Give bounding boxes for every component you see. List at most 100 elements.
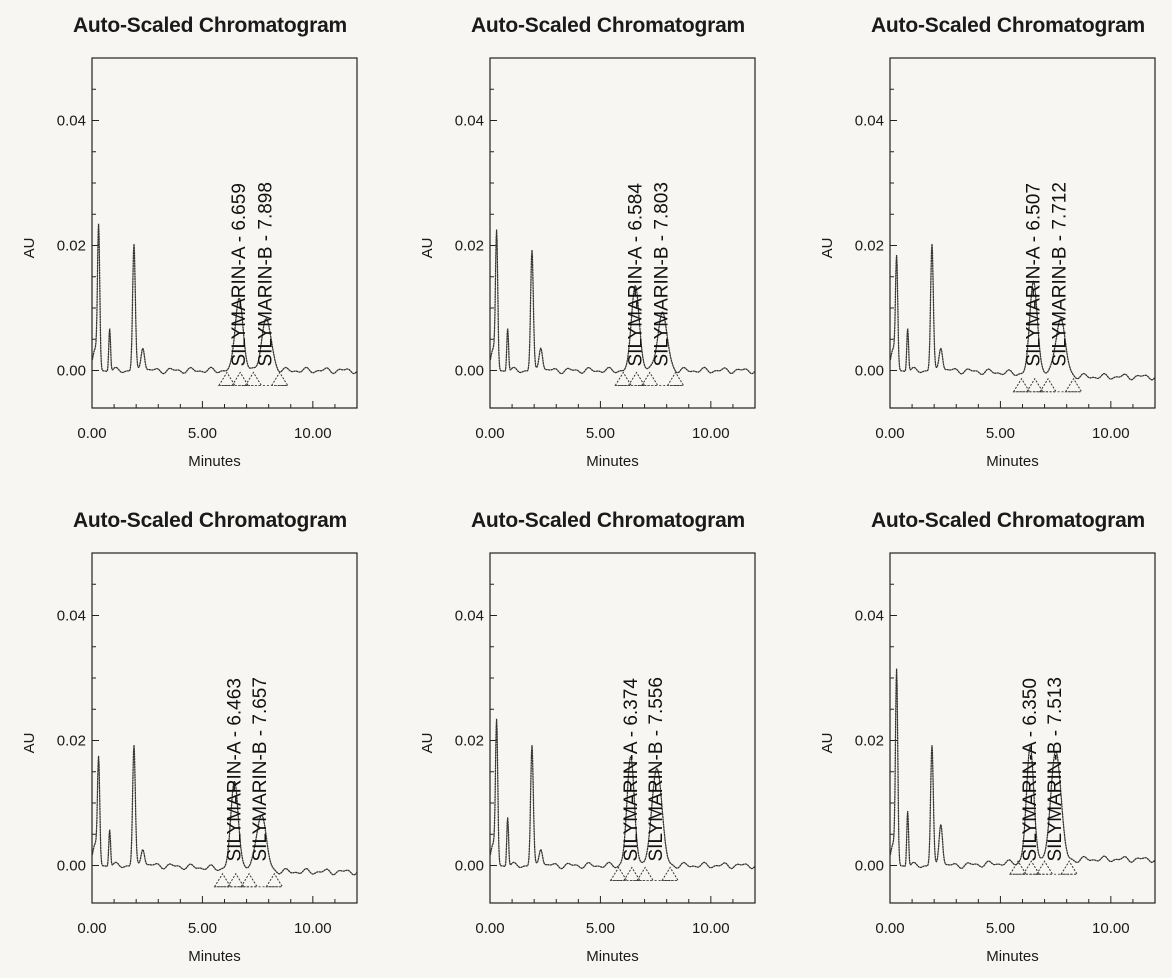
- x-tick-label: 5.00: [986, 920, 1015, 937]
- chromatogram-trace: [889, 243, 1156, 381]
- x-tick-label: 5.00: [188, 425, 217, 442]
- chromatogram-trace: [91, 745, 358, 876]
- chart-title: Auto-Scaled Chromatogram: [470, 14, 746, 37]
- y-tick-label: 0.02: [57, 733, 86, 750]
- peak-label: SILYMARIN-B - 7.803: [651, 182, 672, 366]
- y-tick-label: 0.02: [455, 733, 484, 750]
- x-tick-label: 10.00: [692, 425, 730, 442]
- chromatogram-panel: Auto-Scaled Chromatogram 0.00 0.02 0.04 0.00…: [418, 495, 798, 965]
- x-tick-label: 10.00: [294, 425, 332, 442]
- integration-marker: [218, 371, 236, 386]
- x-tick-label: 0.00: [77, 920, 106, 937]
- x-tick-label: 10.00: [1092, 425, 1130, 442]
- chart-plot: 0.00 0.02 0.04 0.00 5.00 10.00 Minutes AU SILYMA…: [819, 57, 1156, 470]
- y-tick-label: 0.02: [57, 238, 86, 255]
- chart-plot: 0.00 0.02 0.04 0.00 5.00 10.00 Minutes AU SILYMA…: [419, 552, 756, 965]
- y-tick-label: 0.04: [455, 608, 484, 625]
- chromatogram-panel: Auto-Scaled Chromatogram 0.00 0.02 0.04 0.00…: [818, 495, 1172, 965]
- plot-frame: [91, 57, 358, 409]
- y-tick-label: 0.02: [855, 238, 884, 255]
- integration-marker: [640, 371, 659, 386]
- y-tick-label: 0.04: [855, 113, 884, 130]
- y-tick-label: 0.00: [57, 858, 86, 875]
- x-axis-label: Minutes: [586, 453, 639, 470]
- y-tick-label: 0.04: [455, 113, 484, 130]
- peak-label: SILYMARIN-B - 7.657: [250, 677, 271, 861]
- x-tick-label: 5.00: [188, 920, 217, 937]
- chromatogram-panel: Auto-Scaled Chromatogram 0.00 0.02 0.04 0.00…: [418, 0, 798, 470]
- y-axis-label: AU: [21, 238, 38, 259]
- integration-marker: [661, 866, 680, 881]
- chart-title: Auto-Scaled Chromatogram: [72, 509, 348, 532]
- chromatogram-panel: Auto-Scaled Chromatogram 0.00 0.02 0.04 0.00…: [818, 0, 1172, 470]
- integration-marker: [240, 872, 258, 888]
- integration-marker: [1025, 377, 1044, 393]
- x-axis-label: Minutes: [188, 948, 241, 965]
- integration-marker: [622, 866, 641, 881]
- integration-marker: [1022, 860, 1041, 875]
- y-tick-label: 0.00: [455, 858, 484, 875]
- x-axis-label: Minutes: [986, 453, 1039, 470]
- x-tick-label: 0.00: [475, 425, 504, 442]
- integration-marker: [666, 371, 685, 386]
- y-tick-label: 0.04: [855, 608, 884, 625]
- chromatogram-trace: [489, 229, 756, 375]
- x-tick-label: 5.00: [586, 920, 615, 937]
- y-axis-label: AU: [21, 733, 38, 754]
- integration-marker: [213, 872, 232, 888]
- y-tick-label: 0.02: [455, 238, 484, 255]
- y-tick-label: 0.00: [455, 363, 484, 380]
- peak-label: SILYMARIN-A - 6.659: [229, 183, 250, 366]
- peak-label: SILYMARIN-A - 6.374: [621, 678, 642, 862]
- integration-marker: [244, 371, 263, 386]
- x-tick-label: 10.00: [692, 920, 730, 937]
- chromatogram-panel: Auto-Scaled Chromatogram 0.00 0.02 0.04 0.00…: [20, 0, 400, 470]
- chromatogram-trace: [889, 668, 1156, 870]
- integration-marker: [1012, 377, 1031, 393]
- x-tick-label: 5.00: [986, 425, 1015, 442]
- y-axis-label: AU: [419, 733, 436, 754]
- y-axis-label: AU: [819, 733, 836, 754]
- x-tick-label: 5.00: [586, 425, 615, 442]
- integration-marker: [1060, 860, 1079, 875]
- y-tick-label: 0.02: [855, 733, 884, 750]
- x-tick-label: 0.00: [875, 425, 904, 442]
- chromatogram-trace: [489, 718, 756, 870]
- y-tick-label: 0.00: [855, 858, 884, 875]
- peak-label: SILYMARIN-A - 6.350: [1020, 678, 1041, 861]
- peak-label: SILYMARIN-B - 7.898: [255, 182, 276, 366]
- peak-label: SILYMARIN-A - 6.584: [625, 183, 646, 367]
- integration-marker: [270, 371, 289, 386]
- integration-marker: [614, 371, 633, 386]
- peak-label: SILYMARIN-B - 7.513: [1045, 677, 1066, 861]
- chart-plot: 0.00 0.02 0.04 0.00 5.00 10.00 Minutes AU SILYMA…: [419, 57, 756, 470]
- peak-label: SILYMARIN-B - 7.556: [646, 677, 667, 861]
- integration-marker: [1064, 377, 1083, 393]
- chart-plot: 0.00 0.02 0.04 0.00 5.00 10.00 Minutes AU SILYMA…: [21, 57, 358, 470]
- chart-title: Auto-Scaled Chromatogram: [870, 509, 1146, 532]
- x-tick-label: 0.00: [77, 425, 106, 442]
- x-axis-label: Minutes: [188, 453, 241, 470]
- x-tick-label: 10.00: [294, 920, 332, 937]
- y-axis-label: AU: [419, 238, 436, 259]
- x-tick-label: 10.00: [1092, 920, 1130, 937]
- peak-label: SILYMARIN-A - 6.463: [225, 678, 246, 861]
- chart-plot: 0.00 0.02 0.04 0.00 5.00 10.00 Minutes AU SILYMA…: [819, 552, 1156, 965]
- chart-title: Auto-Scaled Chromatogram: [72, 14, 348, 37]
- integration-marker: [636, 866, 655, 881]
- chromatogram-trace: [91, 223, 358, 375]
- x-axis-label: Minutes: [986, 948, 1039, 965]
- x-axis-label: Minutes: [586, 948, 639, 965]
- y-tick-label: 0.00: [57, 363, 86, 380]
- integration-marker: [1039, 377, 1057, 393]
- integration-marker: [609, 866, 628, 881]
- peak-label: SILYMARIN-B - 7.712: [1049, 182, 1070, 366]
- integration-marker: [627, 371, 646, 386]
- chromatogram-panel: Auto-Scaled Chromatogram 0.00 0.02 0.04 0.00…: [20, 495, 400, 965]
- integration-marker: [231, 371, 250, 386]
- y-tick-label: 0.04: [57, 608, 86, 625]
- integration-marker: [265, 872, 284, 888]
- chart-title: Auto-Scaled Chromatogram: [870, 14, 1146, 37]
- peak-label: SILYMARIN-A - 6.507: [1024, 183, 1045, 366]
- integration-marker: [1009, 860, 1027, 875]
